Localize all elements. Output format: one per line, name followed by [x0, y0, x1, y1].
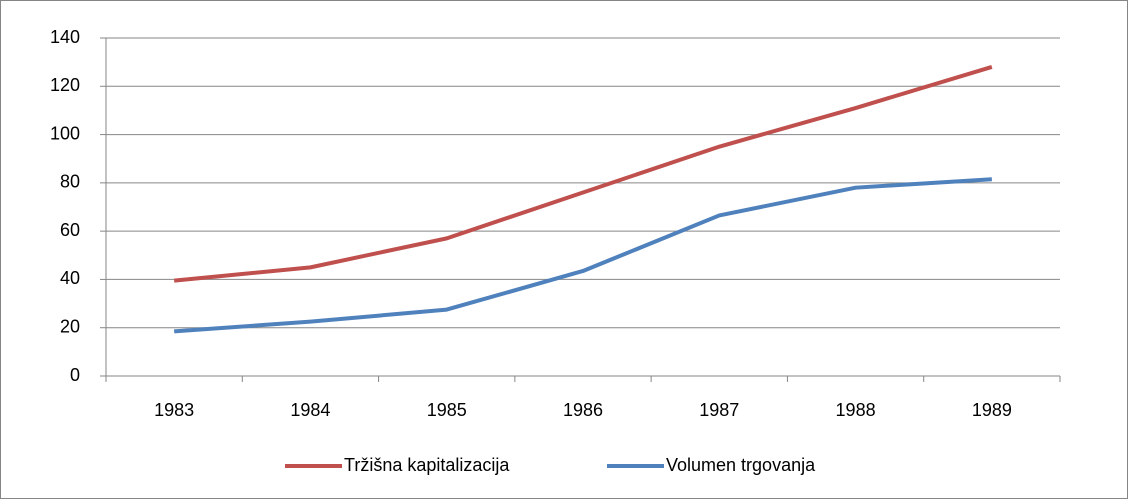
- y-tick-label: 0: [70, 365, 80, 385]
- y-tick-label: 140: [50, 27, 80, 47]
- x-tick-label: 1986: [563, 400, 603, 420]
- x-tick-label: 1987: [699, 400, 739, 420]
- y-tick-label: 60: [60, 220, 80, 240]
- x-tick-label: 1988: [836, 400, 876, 420]
- series-line: [173, 65, 993, 283]
- x-tick-label: 1985: [427, 400, 467, 420]
- x-tick-label: 1989: [972, 400, 1012, 420]
- legend-label: Tržišna kapitalizacija: [344, 455, 510, 475]
- y-tick-label: 120: [50, 75, 80, 95]
- y-tick-label: 40: [60, 268, 80, 288]
- y-tick-label: 80: [60, 172, 80, 192]
- x-tick-label: 1983: [154, 400, 194, 420]
- y-tick-label: 100: [50, 123, 80, 143]
- y-tick-label: 20: [60, 316, 80, 336]
- legend-label: Volumen trgovanja: [666, 455, 816, 475]
- series-line: [174, 177, 992, 334]
- x-tick-label: 1984: [290, 400, 330, 420]
